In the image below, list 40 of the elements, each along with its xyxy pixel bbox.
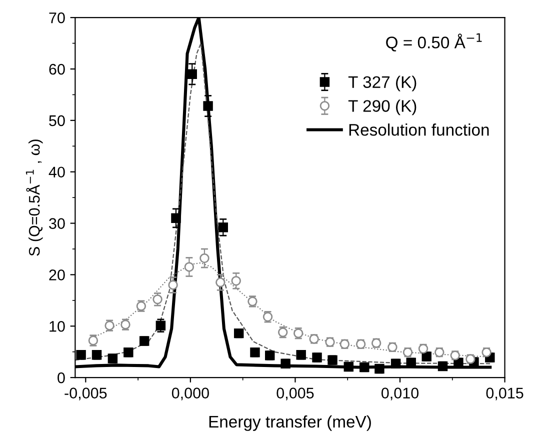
x-tick-label: -0,005 <box>64 388 107 400</box>
point <box>203 101 213 111</box>
point <box>438 361 448 372</box>
legend-label: T 327 (K) <box>348 76 416 92</box>
point <box>187 69 197 79</box>
y-axis-title: S (Q=0.5Å$^{−1}$ , ω) <box>26 140 43 256</box>
x-axis-title: Energy transfer (meV) <box>209 415 371 431</box>
point <box>124 347 134 358</box>
point <box>390 358 401 369</box>
x-tick-label: 0,010 <box>381 388 419 400</box>
y-tick-label: 50 <box>49 115 65 126</box>
y-tick-label: 0 <box>58 372 65 384</box>
y-tick-label: 70 <box>49 12 65 24</box>
point <box>250 347 260 358</box>
y-tick-label: 40 <box>48 166 65 178</box>
x-tick-label: 0,000 <box>172 388 209 400</box>
point <box>234 328 244 338</box>
x-tick-label: 0,005 <box>276 388 314 400</box>
legend-label: T 290 (K) <box>348 100 416 116</box>
x-tick-label: 0,015 <box>486 388 524 400</box>
y-tick-label: 10 <box>50 320 65 332</box>
point <box>92 350 102 360</box>
point <box>216 278 226 288</box>
point <box>296 350 306 360</box>
point <box>184 262 194 272</box>
point <box>200 253 210 264</box>
point <box>171 213 181 223</box>
point <box>76 350 86 360</box>
y-tick-label: 60 <box>49 64 65 75</box>
point <box>152 294 162 304</box>
point <box>374 364 384 374</box>
point <box>231 276 241 286</box>
legend-label: Resolution function <box>349 123 489 136</box>
annotation: Q = 0.50 Å$^{−1}$ <box>386 33 482 52</box>
point <box>168 280 178 290</box>
y-tick-label: 30 <box>49 218 65 229</box>
point <box>280 358 290 369</box>
point <box>218 222 228 232</box>
point <box>454 358 464 368</box>
y-tick-label: 20 <box>49 270 65 280</box>
